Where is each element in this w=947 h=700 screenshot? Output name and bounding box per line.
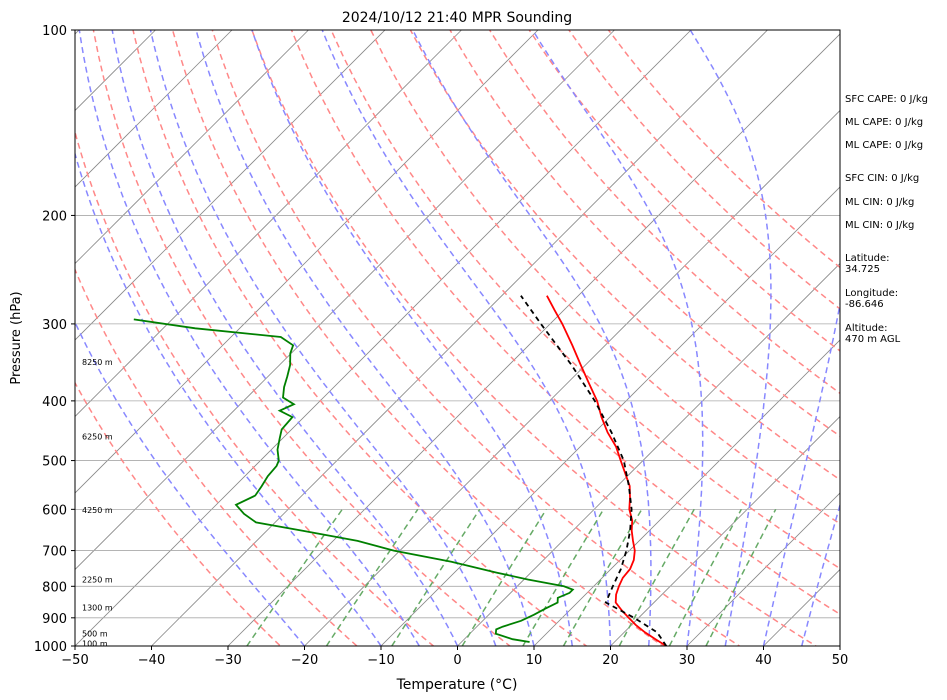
x-tick-label: −40	[138, 653, 165, 668]
dry-adiabat-line	[330, 30, 840, 570]
moist-adiabat-line	[532, 30, 704, 646]
mixing-ratio-line	[246, 508, 343, 646]
dry-adiabat-line	[132, 30, 588, 646]
x-tick-label: −50	[61, 653, 88, 668]
height-label: 500 m	[82, 630, 108, 639]
height-label: 6250 m	[82, 433, 113, 442]
moist-adiabat-line	[75, 151, 382, 646]
plot-frame	[74, 29, 841, 647]
longitude-label: Longitude: -86.646	[845, 288, 899, 310]
x-tick-label: 40	[755, 653, 772, 668]
moist-adiabat-line	[149, 30, 497, 646]
moist-adiabat-line	[251, 30, 574, 646]
y-tick-label: 600	[42, 503, 67, 518]
isotherm-line	[75, 30, 539, 494]
ml-cape-label-2: ML CAPE: 0 J/kg	[845, 140, 924, 151]
dry-adiabat-line	[75, 381, 282, 646]
dry-adiabat-line	[251, 30, 818, 646]
dewpoint-profile-line	[133, 318, 575, 643]
isotherm-line	[75, 30, 309, 265]
moist-adiabat-line	[689, 30, 772, 646]
y-tick-label: 1000	[34, 640, 67, 655]
dry-adiabat-line	[409, 30, 840, 481]
isotherm-line	[457, 262, 840, 646]
isotherm-line	[533, 339, 840, 646]
isotherm-line	[75, 30, 233, 188]
isotherm-line	[75, 30, 615, 571]
height-label: 1300 m	[82, 604, 113, 613]
y-tick-label: 800	[42, 580, 67, 595]
height-label: 2250 m	[82, 576, 113, 585]
x-tick-label: 50	[832, 653, 849, 668]
y-tick-label: 700	[42, 545, 67, 560]
x-tick-label: 0	[453, 653, 461, 668]
mixing-ratio-line	[705, 508, 777, 646]
x-tick-label: 20	[602, 653, 619, 668]
y-tick-label: 400	[42, 395, 67, 410]
mixing-ratio-line	[668, 508, 742, 646]
x-tick-label: 10	[526, 653, 543, 668]
dry-adiabat-line	[290, 30, 840, 616]
isotherm-line	[75, 30, 386, 341]
moist-adiabat-line	[111, 30, 459, 646]
y-tick-label: 300	[42, 318, 67, 333]
isotherm-line	[151, 30, 768, 646]
isotherm-line	[75, 30, 692, 646]
chart-title: 2024/10/12 21:40 MPR Sounding	[342, 10, 572, 26]
mixing-ratio-line	[562, 508, 643, 646]
isotherm-line	[0, 30, 3, 646]
dry-adiabat-line	[75, 129, 435, 646]
parcel-profile-line	[520, 295, 668, 646]
dry-adiabat-line	[75, 267, 359, 646]
dry-adiabat-line	[370, 30, 840, 525]
height-label: 8250 m	[82, 358, 113, 367]
moist-adiabat-line	[78, 30, 420, 646]
isotherm-line	[227, 33, 840, 646]
isotherm-line	[75, 30, 462, 418]
height-label: 100 m	[82, 639, 108, 648]
dry-adiabat-line	[92, 30, 512, 646]
x-tick-label: −20	[291, 653, 318, 668]
latitude-label: Latitude: 34.725	[845, 253, 890, 275]
moist-adiabat-line	[801, 502, 840, 646]
x-tick-label: −30	[214, 653, 241, 668]
moist-adiabat-line	[412, 30, 652, 646]
altitude-label: Altitude: 470 m AGL	[845, 323, 901, 345]
isotherm-line	[304, 109, 840, 646]
y-axis-label: Pressure (hPa)	[9, 291, 24, 384]
y-tick-label: 200	[42, 209, 67, 224]
ml-cin-label-2: ML CIN: 0 J/kg	[845, 220, 915, 231]
x-tick-label: 30	[679, 653, 696, 668]
y-tick-label: 100	[42, 24, 67, 39]
mixing-ratio-line	[461, 508, 547, 646]
y-tick-label: 900	[42, 612, 67, 627]
x-axis-label: Temperature (°C)	[396, 677, 518, 693]
dry-adiabat-line	[211, 30, 741, 646]
dry-adiabat-line	[528, 30, 840, 352]
moist-adiabat-line	[195, 30, 535, 646]
sfc-cin-label: SFC CIN: 0 J/kg	[845, 173, 920, 184]
mixing-ratio-line	[618, 508, 695, 646]
ml-cape-label: ML CAPE: 0 J/kg	[845, 117, 924, 128]
moist-adiabat-line	[321, 30, 612, 646]
mixing-ratio-line	[325, 508, 419, 646]
dry-adiabat-line	[568, 30, 840, 310]
moist-adiabat-line	[762, 300, 840, 646]
isotherm-line	[610, 415, 840, 646]
dry-adiabat-line	[171, 30, 665, 646]
sfc-cape-label: SFC CAPE: 0 J/kg	[845, 94, 928, 105]
y-tick-label: 500	[42, 455, 67, 470]
isotherm-line	[380, 186, 840, 646]
height-label: 4250 m	[82, 506, 113, 515]
x-tick-label: −10	[367, 653, 394, 668]
mixing-ratio-line	[391, 508, 481, 646]
mixing-ratio-line	[522, 508, 605, 646]
isotherm-line	[686, 492, 840, 646]
ml-cin-label: ML CIN: 0 J/kg	[845, 197, 915, 208]
